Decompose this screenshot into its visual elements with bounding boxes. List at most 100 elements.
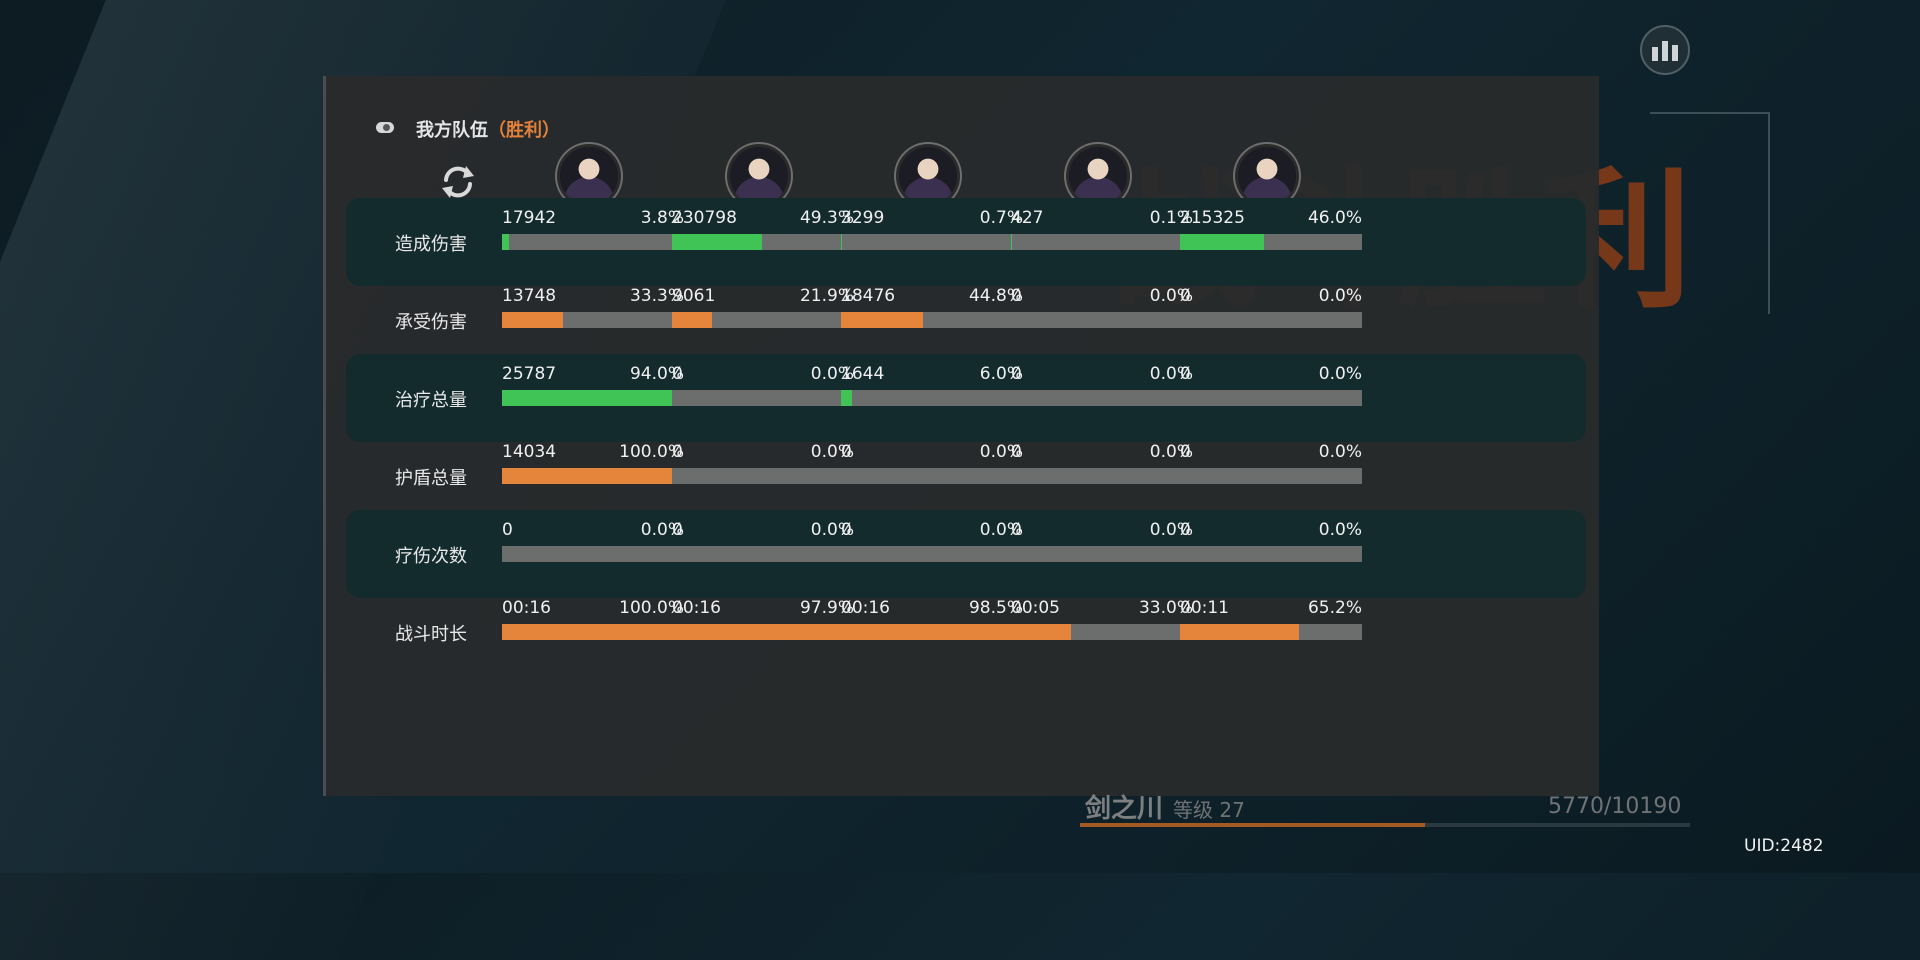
toggle-icon[interactable] [376,122,394,133]
stat-value: 00:16 [841,598,890,618]
stat-bar [672,390,854,406]
stat-bar-fill [841,234,842,250]
stat-cell: 215325 46.0% [1180,206,1362,266]
stat-bar [672,468,854,484]
stat-label: 护盾总量 [346,464,516,490]
stat-bar [841,468,1023,484]
stat-bar [502,390,684,406]
stat-value: 25787 [502,364,556,384]
team-result: （胜利） [488,120,560,141]
stat-label: 疗伤次数 [346,542,516,568]
exp-bar-fill [1080,823,1425,827]
stat-percent: 0.0% [1319,286,1362,306]
stat-value: 9061 [672,286,715,306]
stat-bar-fill [1180,624,1299,640]
stat-value: 215325 [1180,208,1245,228]
stat-bar-fill [1011,624,1071,640]
stat-bar [1011,546,1193,562]
stat-bar [502,546,684,562]
stat-bar [1011,624,1193,640]
stat-bar-fill [672,624,850,640]
bar-chart-icon[interactable] [1640,25,1690,75]
stat-value: 0 [1180,364,1191,384]
stat-bar [841,312,1023,328]
stat-percent: 46.0% [1308,208,1362,228]
stat-value: 427 [1011,208,1043,228]
stat-label: 战斗时长 [346,620,516,646]
team-title: 我方队伍（胜利） [416,116,560,142]
stat-value: 1644 [841,364,884,384]
stat-value: 14034 [502,442,556,462]
stat-percent: 0.0% [1319,520,1362,540]
stat-bar [502,624,684,640]
player-name: 剑之川 [1085,788,1163,825]
stat-value: 18476 [841,286,895,306]
stat-bar [841,234,1023,250]
stat-bar [1180,624,1362,640]
stat-value: 0 [1180,442,1191,462]
stat-value: 0 [1180,286,1191,306]
stat-value: 0 [1180,520,1191,540]
stat-value: 0 [672,364,683,384]
stat-value: 00:16 [502,598,551,618]
stat-bar-fill [502,390,673,406]
stat-value: 13748 [502,286,556,306]
stat-value: 0 [841,520,852,540]
stat-bar [672,546,854,562]
stat-bar [1180,468,1362,484]
player-exp: 5770/10190 [1548,794,1681,819]
stat-bar-fill [502,468,684,484]
stat-value: 0 [841,442,852,462]
stat-value: 00:16 [672,598,721,618]
stat-value: 0 [1011,286,1022,306]
stat-value: 17942 [502,208,556,228]
stat-bar [672,624,854,640]
stat-value: 230798 [672,208,737,228]
stat-bar [1011,390,1193,406]
stat-bar [502,234,684,250]
stat-label: 治疗总量 [346,386,516,412]
background-frame [1650,112,1770,314]
stat-bar-fill [841,390,852,406]
stat-value: 0 [1011,520,1022,540]
stat-bar [1011,312,1193,328]
stat-bar-fill [502,624,684,640]
stat-label: 承受伤害 [346,308,516,334]
stat-bar [841,546,1023,562]
stat-value: 0 [672,442,683,462]
stat-value: 00:11 [1180,598,1229,618]
stat-bar [1180,546,1362,562]
stat-label: 造成伤害 [346,230,516,256]
stat-value: 0 [1011,442,1022,462]
stat-bar-fill [841,624,1020,640]
stat-bar [502,468,684,484]
stat-value: 0 [672,520,683,540]
stat-value: 0 [1011,364,1022,384]
stat-bar-fill [502,234,509,250]
stat-bar [1180,312,1362,328]
stat-cell: 0 0.0% [1180,284,1362,344]
stat-bar [1011,234,1193,250]
